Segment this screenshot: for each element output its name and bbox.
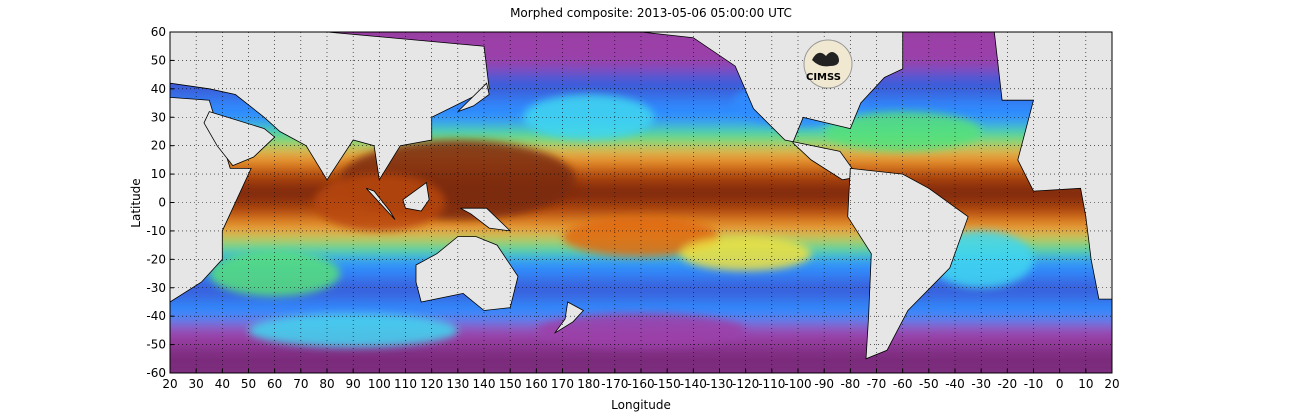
y-tick-label: 10 (151, 167, 166, 181)
grid-lines (170, 32, 1112, 373)
x-tick-label: -110 (758, 377, 785, 391)
x-tick-label: 130 (446, 377, 469, 391)
y-tick-label: 60 (151, 25, 166, 39)
y-tick-label: 50 (151, 53, 166, 67)
moisture-feature (680, 236, 812, 271)
x-tick-label: 50 (241, 377, 256, 391)
y-tick-label: -10 (146, 224, 166, 238)
y-tick-label: -50 (146, 338, 166, 352)
x-tick-label: -60 (893, 377, 913, 391)
y-axis-label: Latitude (129, 178, 143, 228)
moisture-feature (248, 313, 458, 348)
x-tick-label: -20 (998, 377, 1018, 391)
x-tick-label: -130 (706, 377, 733, 391)
logo-text: CIMSS (806, 72, 841, 83)
x-tick-label: -70 (867, 377, 887, 391)
x-tick-label: 20 (162, 377, 177, 391)
moisture-feature (523, 94, 655, 140)
y-tick-label: 30 (151, 110, 166, 124)
x-tick-label: 110 (394, 377, 417, 391)
moisture-feature (209, 250, 341, 297)
y-tick-label: 40 (151, 82, 166, 96)
x-tick-label: 20 (1104, 377, 1119, 391)
land-mass (554, 301, 585, 334)
y-tick-label: -60 (146, 366, 166, 380)
y-axis-ticks: 60 50 40 30 20 10 0 -10 -20 -30 -40 -50 -60 (146, 25, 174, 380)
land-mass (203, 111, 276, 167)
x-tick-label: -10 (1024, 377, 1044, 391)
x-tick-label: 140 (473, 377, 496, 391)
y-tick-label: -20 (146, 252, 166, 266)
y-tick-label: 20 (151, 139, 166, 153)
logo-mark (812, 52, 839, 67)
x-tick-label: 70 (293, 377, 308, 391)
cimss-logo: CIMSS (803, 39, 853, 89)
x-tick-label: 180 (577, 377, 600, 391)
x-tick-label: -40 (945, 377, 965, 391)
x-tick-label: -30 (971, 377, 991, 391)
x-tick-label: -90 (814, 377, 834, 391)
x-tick-label: 90 (346, 377, 361, 391)
y-tick-label: 0 (158, 196, 166, 210)
x-tick-label: 10 (1078, 377, 1093, 391)
x-tick-label: 80 (319, 377, 334, 391)
x-tick-label: -80 (841, 377, 861, 391)
x-tick-label: -140 (680, 377, 707, 391)
moisture-feature (824, 111, 982, 152)
y-tick-label: -30 (146, 281, 166, 295)
x-tick-label: 100 (368, 377, 391, 391)
x-tick-label: 30 (189, 377, 204, 391)
moisture-feature (536, 313, 746, 348)
land-mass (415, 236, 519, 311)
land-mass (170, 32, 590, 33)
x-tick-label: 60 (267, 377, 282, 391)
land-mass (457, 82, 490, 112)
x-tick-label: -160 (627, 377, 654, 391)
x-tick-label: 170 (551, 377, 574, 391)
chart-title: Morphed composite: 2013-05-06 05:00:00 U… (510, 6, 792, 20)
land-mass (366, 187, 396, 220)
x-tick-label: -150 (654, 377, 681, 391)
land-mass (993, 32, 1112, 300)
x-axis-ticks: 20 30 40 50 60 70 80 90 100 110 120 130 140 150 160 170… (162, 369, 1120, 391)
x-tick-label: 40 (215, 377, 230, 391)
x-tick-label: -100 (784, 377, 811, 391)
land-masses (170, 32, 1112, 360)
x-tick-label: 150 (499, 377, 522, 391)
x-tick-label: 0 (1056, 377, 1064, 391)
land-mass (847, 167, 969, 360)
x-axis-label: Longitude (611, 398, 671, 412)
x-tick-label: -170 (601, 377, 628, 391)
x-tick-label: 120 (420, 377, 443, 391)
land-mass (402, 181, 430, 212)
x-tick-label: 160 (525, 377, 548, 391)
x-tick-label: -120 (732, 377, 759, 391)
x-tick-label: -50 (919, 377, 939, 391)
land-mass (170, 32, 490, 181)
y-tick-label: -40 (146, 309, 166, 323)
land-mass (460, 207, 512, 232)
